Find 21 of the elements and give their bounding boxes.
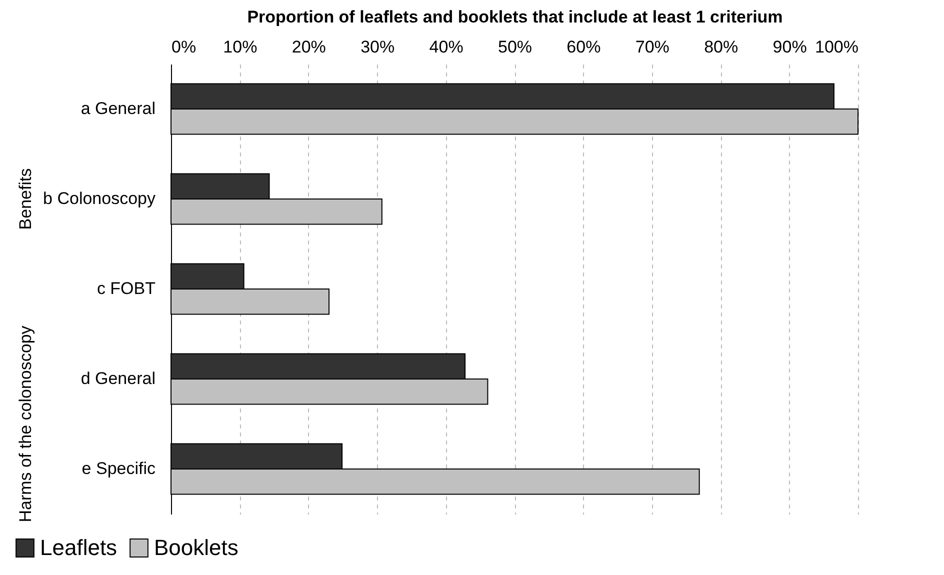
x-tick-label: 40% (429, 38, 464, 56)
x-tick-label: 20% (292, 38, 326, 56)
x-tick-label: 50% (498, 38, 532, 56)
x-tick-label: 90% (772, 38, 807, 56)
x-tick-label: 10% (223, 38, 258, 56)
x-tick-label: 0% (172, 38, 196, 56)
x-axis-title: Proportion of leaflets and booklets that include at least 1 criterium (247, 8, 783, 26)
x-tick-label: 30% (360, 38, 395, 56)
x-tick-label: 100% (815, 38, 858, 56)
y-tick-label: d General (80, 369, 156, 388)
legend-label: Leaflets (40, 535, 118, 560)
y-tick-label: e Specific (82, 459, 156, 478)
text: Benefits (16, 168, 35, 230)
x-tick-label: 60% (566, 38, 601, 56)
legend-label: Booklets (154, 535, 238, 560)
x-tick-label: 70% (635, 38, 670, 56)
y-tick-label: c FOBT (96, 279, 156, 298)
y-tick-label: a General (80, 99, 156, 118)
y-tick-label: b Colonoscopy (43, 189, 156, 208)
x-tick-label: 80% (704, 38, 738, 56)
text: Harms of the colonoscopy (16, 325, 35, 522)
